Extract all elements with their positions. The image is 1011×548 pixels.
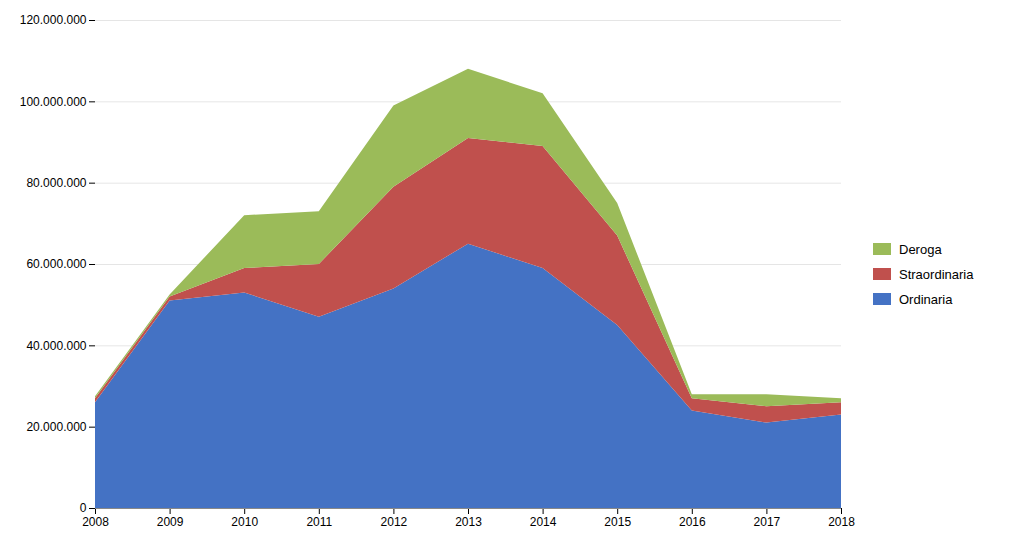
svg-text:2015: 2015 [604, 515, 631, 529]
html-text:Ordinaria: Ordinaria [899, 291, 953, 307]
svg-text:2008: 2008 [82, 515, 109, 529]
svg-text:60.000.000: 60.000.000 [26, 257, 86, 271]
svg-text:2016: 2016 [679, 515, 706, 529]
svg-text:100.000.000: 100.000.000 [20, 95, 87, 109]
svg-text:2009: 2009 [157, 515, 184, 529]
svg-text:40.000.000: 40.000.000 [26, 339, 86, 353]
svg-text:120.000.000: 120.000.000 [20, 13, 87, 27]
svg-text:80.000.000: 80.000.000 [26, 176, 86, 190]
svg-text:0: 0 [80, 501, 87, 515]
svg-text:2011: 2011 [306, 515, 332, 529]
svg-text:2017: 2017 [754, 515, 781, 529]
svg-text:20.000.000: 20.000.000 [26, 420, 86, 434]
html-text:Deroga: Deroga [899, 241, 942, 257]
svg-text:2012: 2012 [381, 515, 408, 529]
html-text:Straordinaria: Straordinaria [899, 266, 974, 282]
svg-text:2010: 2010 [231, 515, 258, 529]
svg-text:2013: 2013 [455, 515, 482, 529]
svg-text:2014: 2014 [530, 515, 557, 529]
svg-text:2018: 2018 [828, 515, 855, 529]
